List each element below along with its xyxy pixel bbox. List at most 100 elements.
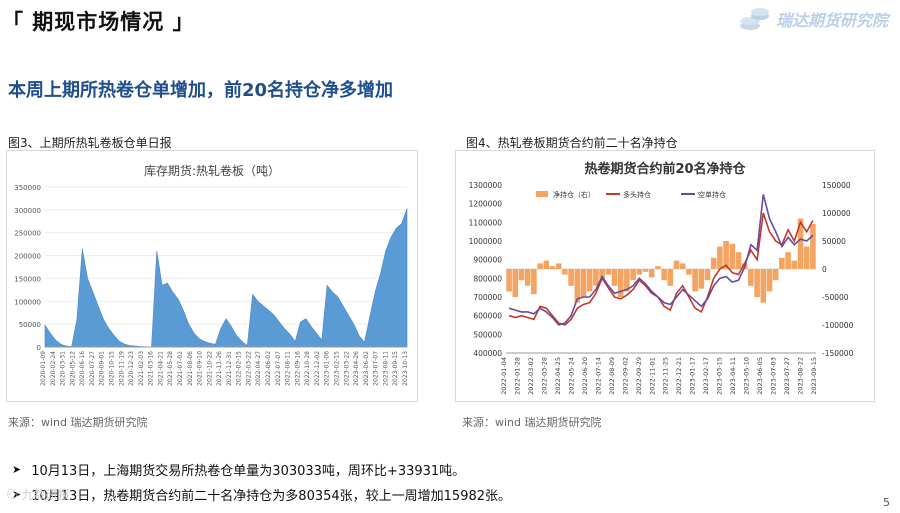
section-headline: 本周上期所热卷仓单增加，前20名持仓净多增加 [8, 80, 394, 101]
arrow-bullet-icon: ➤ [12, 463, 22, 476]
net-position-bar [748, 269, 754, 286]
figure3-caption: 图3、上期所热轧卷板仓单日报 [8, 136, 172, 150]
x-tick-label: 2021-11-26 [216, 351, 223, 386]
net-position-bar [574, 269, 581, 303]
chart-title: 热卷期货合约前20名净持仓 [584, 161, 746, 177]
x-tick-label: 2022-08-11 [285, 351, 292, 386]
x-tick-label: 2023-04-11 [729, 357, 737, 395]
net-position-bar [810, 224, 816, 269]
chart-title: 库存期货:热轧卷板（吨） [144, 163, 280, 178]
net-position-bar [692, 269, 698, 292]
net-position-bar [729, 243, 736, 269]
y-tick-label: 0 [37, 344, 41, 352]
x-tick-label: 2022-03-02 [527, 357, 535, 395]
net-position-bar [524, 269, 531, 286]
x-tick-label: 2023-10-13 [402, 351, 409, 386]
y-tick-label: 350000 [14, 184, 41, 192]
y-tick-label: 200000 [14, 253, 41, 261]
x-tick-label: 2023-02-17 [702, 357, 710, 395]
x-tick-label: 2020-06-16 [79, 351, 86, 386]
y-right-tick-label: 0 [822, 265, 827, 274]
x-tick-label: 2023-01-06 [324, 351, 331, 386]
y-left-tick-label: 1100000 [469, 218, 503, 227]
net-position-bar [611, 269, 618, 286]
x-tick-label: 2021-10-22 [206, 351, 213, 386]
net-position-bar [506, 269, 512, 292]
x-tick-label: 2023-03-15 [716, 357, 724, 395]
x-tick-label: 2020-12-23 [128, 351, 135, 386]
bullet-text: 10月13日，上海期货交易所热卷仓单量为303033吨，周环比+33931吨。 [31, 464, 466, 479]
net-position-bar [698, 269, 705, 289]
x-tick-label: 2021-09-10 [197, 351, 204, 386]
net-position-bar [661, 269, 667, 281]
bullet-item: ➤ 10月13日，上海期货交易所热卷仓单量为303033吨，周环比+33931吨… [12, 460, 465, 479]
legend-label: 空单持仓 [698, 190, 726, 199]
net-position-bar [562, 269, 568, 275]
net-position-bar [791, 260, 798, 269]
x-tick-label: 2022-05-24 [567, 357, 575, 395]
x-tick-label: 2023-02-15 [334, 351, 341, 386]
x-tick-label: 2023-08-22 [797, 357, 805, 395]
inventory-area-series [44, 208, 408, 348]
x-tick-label: 2020-01-09 [40, 351, 47, 386]
warehouse-receipt-chart: 库存期货:热轧卷板（吨） 0 50000 100000 150000 200000 2500… [14, 163, 409, 386]
short-position-line [508, 194, 814, 326]
x-tick-label: 2023-09-15 [392, 351, 399, 386]
x-tick-label: 2023-07-27 [783, 357, 791, 395]
x-tick-label: 2023-06-05 [756, 357, 764, 395]
net-position-bar [642, 269, 649, 272]
x-tick-label: 2022-07-14 [594, 357, 602, 395]
x-tick-label: 2022-09-02 [621, 357, 629, 395]
x-tick-label: 2023-07-03 [770, 357, 778, 395]
x-tick-label: 2022-08-09 [608, 357, 616, 395]
y-tick-label: 300000 [14, 207, 41, 215]
x-tick-label: 2022-01-28 [514, 357, 522, 395]
y-right-tick-label: -150000 [822, 349, 854, 358]
x-tick-label: 2022-11-25 [662, 357, 670, 395]
net-position-bar [723, 241, 729, 269]
y-left-tick-label: 700000 [473, 293, 502, 302]
y-right-tick-label: 50000 [822, 237, 846, 246]
net-position-bar [673, 260, 680, 269]
long-position-line [508, 212, 814, 326]
net-position-bar [655, 266, 661, 269]
x-tick-label: 2021-05-28 [167, 351, 174, 386]
x-tick-label: 2022-09-29 [635, 357, 643, 395]
net-position-bar [586, 269, 593, 292]
x-tick-label: 2022-03-22 [246, 351, 253, 386]
net-position-bar [704, 269, 711, 281]
x-tick-label: 2021-08-06 [187, 351, 194, 386]
y-left-tick-label: 1200000 [469, 200, 503, 209]
legend-swatch [536, 191, 548, 197]
bullet-text: 10月13日，热卷期货合约前二十名净持仓为多80354张，较上一周增加15982… [31, 489, 512, 504]
watermark: ⚇ 九数研报 [6, 486, 70, 503]
net-position-bar [531, 269, 537, 295]
x-tick-label: 2023-03-22 [343, 351, 350, 386]
net-position-bar [754, 269, 760, 297]
x-tick-label: 2021-04-21 [157, 351, 164, 386]
figure4-caption: 图4、热轧卷板期货合约前二十名净持仓 [466, 136, 678, 150]
legend-label: 多头持仓 [623, 190, 651, 199]
x-tick-label: 2021-12-31 [226, 351, 233, 386]
net-position-bar [605, 269, 612, 275]
net-position-bar [555, 263, 562, 269]
brand-name: 瑞达期货研究院 [775, 11, 888, 30]
net-position-bar [760, 269, 767, 303]
arrow-bullet-icon: ➤ [12, 488, 22, 501]
x-tick-label: 2023-08-11 [382, 351, 389, 386]
x-tick-label: 2023-01-17 [689, 357, 697, 395]
y-left-tick-label: 500000 [473, 330, 502, 339]
x-tick-label: 2023-09-15 [810, 357, 818, 395]
x-tick-label: 2022-09-16 [294, 351, 301, 386]
net-position-bar [648, 269, 655, 278]
x-tick-label: 2020-05-12 [69, 351, 76, 386]
net-position-bar [797, 218, 804, 269]
net-position-bar [779, 257, 785, 269]
x-tick-label: 2022-03-28 [540, 357, 548, 395]
page-number: 5 [883, 496, 890, 509]
x-tick-label: 2020-11-19 [118, 351, 125, 386]
x-tick-label: 2022-04-25 [554, 357, 562, 395]
y-left-tick-label: 400000 [473, 349, 502, 358]
x-tick-label: 2022-07-07 [275, 351, 282, 386]
bullet-item: ➤ 10月13日，热卷期货合约前二十名净持仓为多80354张，较上一周增加159… [12, 485, 511, 504]
